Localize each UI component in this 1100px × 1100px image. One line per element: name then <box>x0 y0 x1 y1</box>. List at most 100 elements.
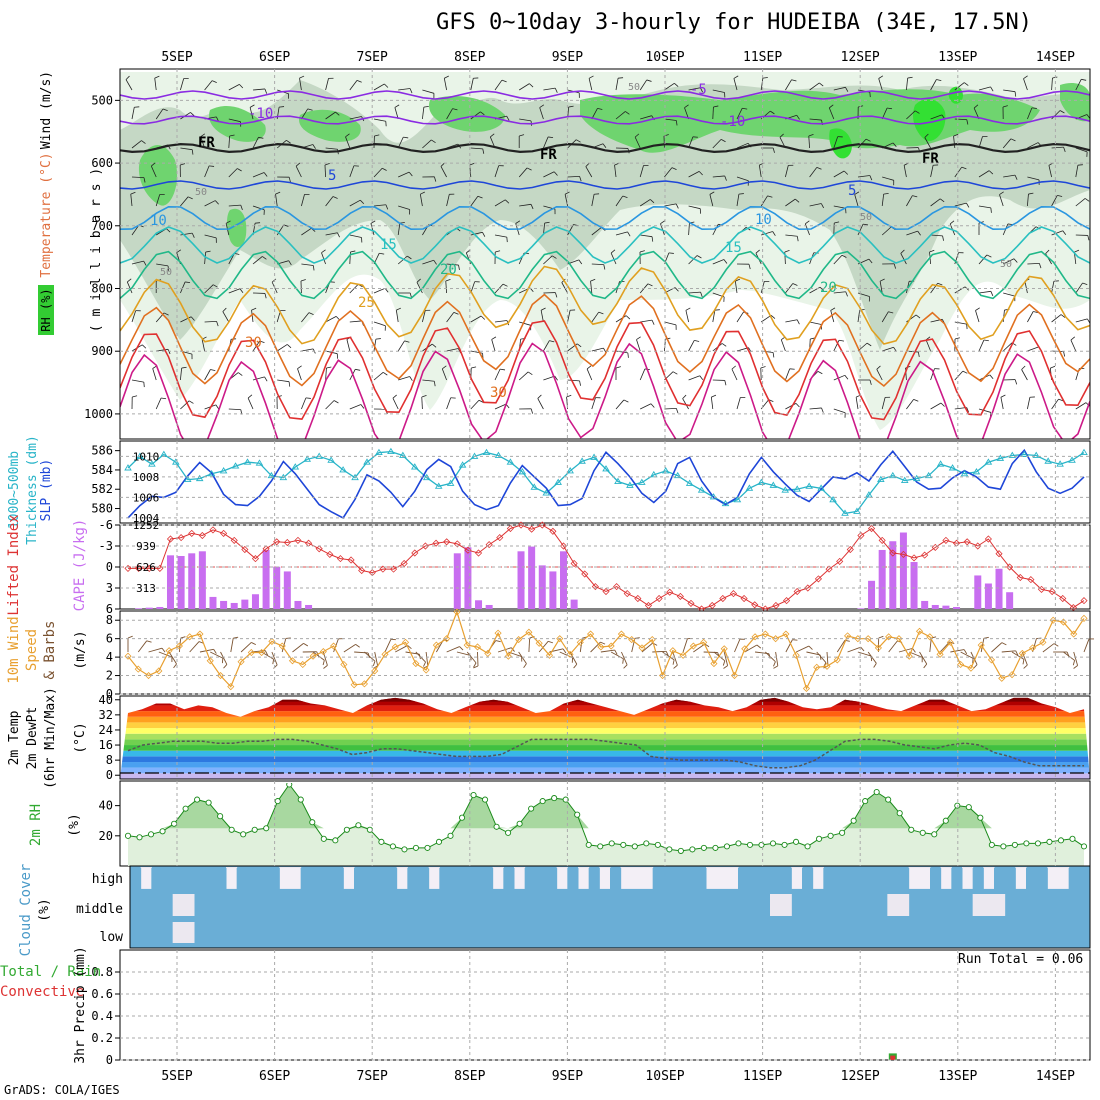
lifted-index-point <box>666 588 674 596</box>
wind-speed-point <box>216 671 225 680</box>
upper-wind-barb-flag <box>286 344 292 349</box>
upper-wind-barb-flag <box>647 283 653 287</box>
rh-point <box>263 825 270 832</box>
lifted-index-point <box>326 550 334 558</box>
rh-point <box>228 826 235 833</box>
upper-wind-barb-flag <box>767 195 773 198</box>
wind-speed-point <box>998 674 1006 682</box>
wind-barb <box>446 646 460 653</box>
wind-speed-point <box>607 642 615 650</box>
upper-wind-barb <box>954 118 967 121</box>
upper-wind-barb <box>833 170 845 178</box>
wind-speed-point <box>987 656 996 664</box>
thickness-point <box>231 462 240 469</box>
wind-speed-point <box>525 628 533 636</box>
cloud-high-cell <box>972 868 984 890</box>
wind-barb <box>693 643 706 653</box>
wind-speed-point <box>710 660 718 668</box>
lifted-index-point <box>974 542 982 550</box>
upper-wind-barb-flag <box>480 111 485 116</box>
upper-wind-barb-flag <box>694 340 700 342</box>
upper-wind-barb-flag <box>142 344 147 349</box>
upper-wind-barb-flag <box>519 134 525 137</box>
cloud-high-cell <box>695 868 707 890</box>
wind-speed-point <box>895 635 903 643</box>
wind-speed-point <box>535 639 543 647</box>
rh-label-1: 2m RH <box>28 804 44 846</box>
temp-band <box>120 756 1090 763</box>
cloud-high-cell <box>951 868 963 890</box>
cloud-high-cell <box>450 868 462 890</box>
wind-speed-point <box>144 671 153 680</box>
cloud-high-cell <box>407 868 419 890</box>
lifted-index-point <box>846 545 854 554</box>
upper-wind-barb <box>1051 398 1059 410</box>
upper-wind-barb <box>446 348 459 352</box>
upper-wind-barb-flag <box>238 372 243 376</box>
wind-barb-flag <box>372 661 376 667</box>
upper-wind-barb <box>1075 165 1079 178</box>
upper-wind-barb-flag <box>403 136 409 139</box>
cloud-high-cell <box>748 868 760 890</box>
upper-wind-barb <box>879 281 883 294</box>
cloud-gap <box>770 894 782 916</box>
wind-speed-point <box>597 643 605 651</box>
upper-wind-barb <box>416 282 423 294</box>
upper-wind-barb-flag <box>299 75 305 79</box>
wind-barb-flag <box>459 646 464 651</box>
upper-wind-barb <box>809 321 822 325</box>
wind-barb-flag <box>223 664 228 669</box>
lifted-index-point <box>1080 597 1088 605</box>
lifted-index-tick-label: -6 <box>99 518 113 532</box>
wind-speed-point <box>371 667 379 675</box>
upper-wind-barb <box>1075 79 1082 91</box>
wind-tick-label: 0 <box>106 687 113 701</box>
rh-area <box>128 784 1084 866</box>
wind-barb-flag <box>665 651 669 657</box>
upper-wind-barb <box>397 136 404 149</box>
upper-wind-barb-flag <box>337 232 340 238</box>
upper-wind-barb <box>785 79 792 91</box>
upper-wind-barb <box>1075 147 1088 153</box>
upper-wind-barb-flag <box>660 220 665 224</box>
thickness-point <box>781 486 790 493</box>
rh-tick-label: 20 <box>99 829 113 843</box>
thickness-point <box>972 467 981 475</box>
upper-wind-barb <box>828 107 835 120</box>
precip-convective-bar <box>890 1055 896 1060</box>
upper-wind-barb <box>446 312 455 323</box>
upper-wind-barb <box>953 136 956 149</box>
upper-wind-barb-flag <box>772 147 775 153</box>
upper-wind-barb <box>301 263 314 266</box>
upper-wind-barb <box>736 397 741 410</box>
rh-point <box>885 796 892 803</box>
rh-point <box>435 838 443 845</box>
contour-label: 50 <box>160 267 172 278</box>
wind-speed-point <box>977 641 985 649</box>
rh-point <box>631 843 638 850</box>
wind-speed-point <box>319 648 327 656</box>
upper-wind-barb-flag <box>588 75 594 79</box>
upper-wind-barb-flag <box>603 264 606 270</box>
upper-wind-barb <box>833 86 846 91</box>
upper-wind-barb-flag <box>615 366 621 369</box>
cloud-high-cell <box>663 868 675 890</box>
rh-point <box>424 844 431 851</box>
cloud-panel <box>129 865 1091 949</box>
upper-wind-barb-flag <box>185 281 191 284</box>
lifted-index-point <box>294 536 302 544</box>
upper-wind-barb <box>470 315 482 323</box>
upper-wind-barb <box>712 259 725 265</box>
upper-wind-barb <box>785 283 794 294</box>
thickness-point <box>661 467 670 474</box>
lifted-index-point <box>517 521 525 529</box>
wind-barb-flag <box>1015 650 1019 656</box>
contour-label: 50 <box>195 187 207 198</box>
lifted-index-point <box>389 565 398 573</box>
upper-wind-barb <box>833 291 846 294</box>
upper-wind-barb <box>446 263 459 266</box>
upper-wind-barb-flag <box>527 371 533 375</box>
upper-wind-barb-flag <box>190 112 195 117</box>
upper-wind-barb-flag <box>649 199 655 204</box>
rh-point <box>712 844 719 851</box>
